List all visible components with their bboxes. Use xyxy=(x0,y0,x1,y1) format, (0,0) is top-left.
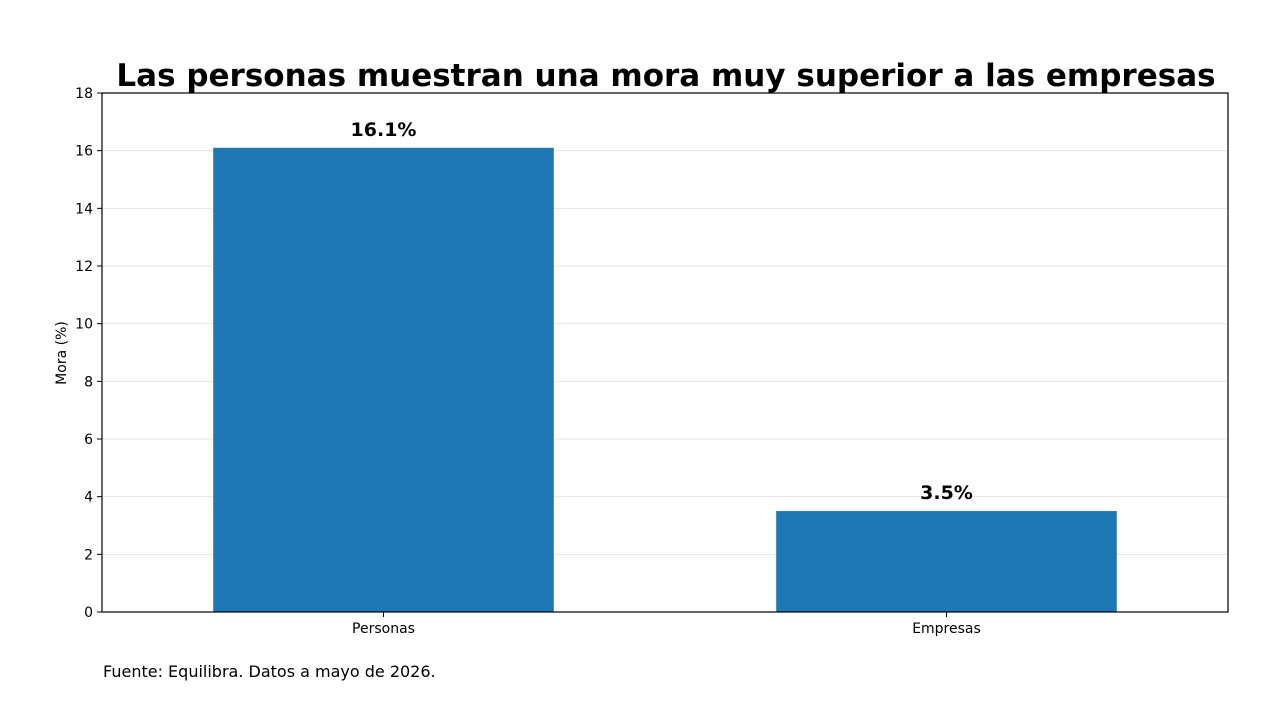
y-axis-ticks: 0 2 4 6 8 10 12 14 16 18 xyxy=(75,86,102,621)
bar-empresas xyxy=(776,511,1117,612)
x-tick-label: Empresas xyxy=(912,621,981,637)
y-tick-label: 18 xyxy=(75,86,93,102)
data-labels: 16.1% 3.5% xyxy=(351,119,973,504)
chart-title: Las personas muestran una mora muy super… xyxy=(116,58,1215,94)
axes xyxy=(101,92,1229,613)
y-tick-label: 16 xyxy=(75,144,93,160)
data-label: 3.5% xyxy=(920,482,973,504)
y-tick-label: 14 xyxy=(75,201,93,217)
y-tick-label: 8 xyxy=(84,374,93,390)
y-axis-label: Mora (%) xyxy=(54,321,70,385)
y-tick-label: 10 xyxy=(75,317,93,333)
y-tick-label: 12 xyxy=(75,259,93,275)
source-note: Fuente: Equilibra. Datos a mayo de 2026. xyxy=(103,662,436,681)
bar-personas xyxy=(213,147,554,613)
y-tick-label: 2 xyxy=(84,547,93,563)
plot-frame xyxy=(101,92,1229,613)
x-axis-ticks: Personas Empresas xyxy=(352,612,981,637)
y-tick-label: 0 xyxy=(84,605,93,621)
x-tick-label: Personas xyxy=(352,621,415,637)
y-tick-label: 6 xyxy=(84,432,93,448)
data-label: 16.1% xyxy=(351,119,417,141)
y-tick-label: 4 xyxy=(84,490,93,506)
bars xyxy=(213,147,1117,613)
